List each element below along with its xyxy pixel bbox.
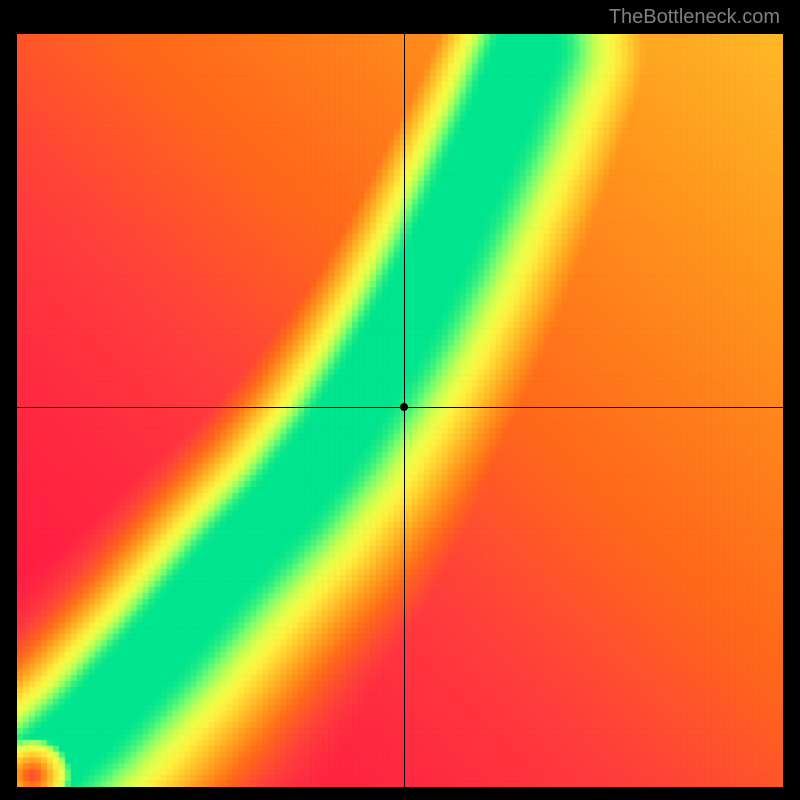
crosshair-marker	[400, 403, 408, 411]
heatmap-plot	[17, 34, 783, 787]
heatmap-canvas	[17, 34, 783, 787]
watermark-text: TheBottleneck.com	[609, 6, 780, 29]
